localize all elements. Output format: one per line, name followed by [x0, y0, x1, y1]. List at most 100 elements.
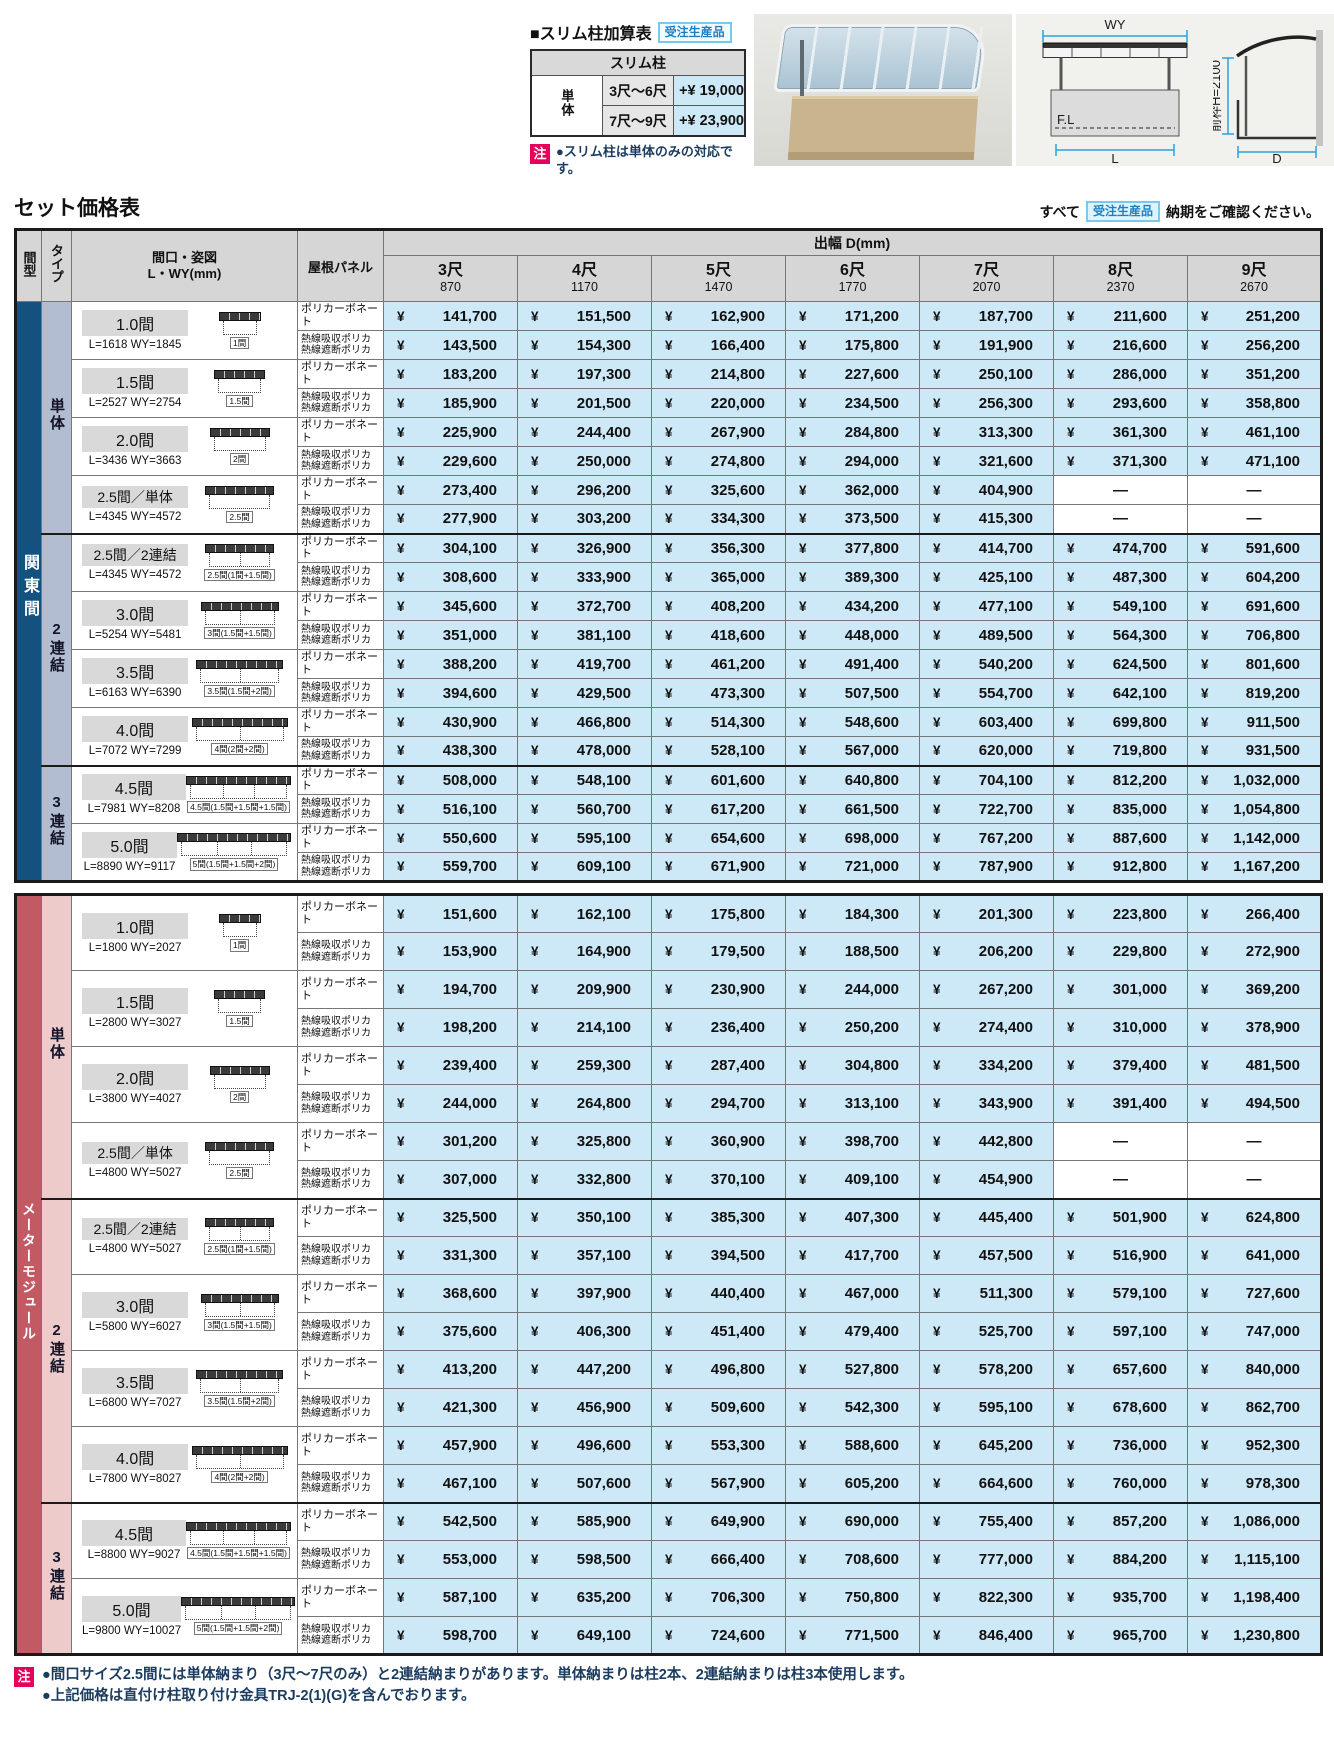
- price-amount: 597,100: [1112, 1323, 1167, 1340]
- yen-sign: ¥: [665, 743, 673, 759]
- sketch-body: [213, 1074, 266, 1089]
- price-amount: 162,900: [710, 307, 765, 325]
- price-cell-content: ¥479,400: [787, 1323, 919, 1340]
- price-cell-content: ¥251,200: [1189, 308, 1321, 325]
- sketch-roof: [218, 914, 261, 924]
- sketch-label: 1.5間: [226, 1014, 253, 1028]
- sketch-figure: [209, 427, 270, 451]
- price-amount: 229,600: [442, 452, 497, 470]
- size-dimensions: L=5800 WY=6027: [88, 1321, 182, 1333]
- pricing-title-row: セット価格表 すべて 受注生産品 納期をご確認ください。: [14, 192, 1320, 222]
- price-cell: ¥719,800: [1053, 736, 1188, 766]
- yen-sign: ¥: [1067, 1590, 1075, 1605]
- price-amount: 294,700: [710, 1095, 765, 1112]
- price-amount: 197,300: [576, 365, 631, 383]
- price-cell: ¥952,300: [1187, 1426, 1322, 1465]
- size-cell: 2.0間 L=3436 WY=3663 2間: [71, 417, 298, 476]
- sketch-body: [209, 1227, 271, 1242]
- yen-sign: ¥: [799, 743, 807, 759]
- size-sketch: 1.5間: [188, 989, 291, 1028]
- price-cell-content: ¥418,600: [653, 627, 785, 644]
- price-amount: 332,800: [576, 1170, 631, 1188]
- size-sketch: 1間: [188, 311, 291, 350]
- price-cell: ¥332,800: [517, 1160, 652, 1199]
- price-cell-content: ¥514,300: [653, 714, 785, 731]
- price-cell: ¥301,200: [383, 1122, 518, 1161]
- price-cell-content: ¥377,800: [787, 540, 919, 557]
- price-cell-content: ¥331,300: [385, 1247, 517, 1264]
- shaku-label: 6尺: [840, 262, 865, 280]
- price-cell-content: ¥542,500: [385, 1513, 517, 1530]
- header-madori: 間型: [15, 229, 42, 302]
- price-amount: 368,600: [442, 1285, 497, 1302]
- yen-sign: ¥: [799, 308, 807, 324]
- price-cell: ¥398,700: [785, 1122, 920, 1161]
- price-cell-content: ¥225,900: [385, 424, 517, 441]
- price-amount: 624,500: [1112, 655, 1167, 673]
- yen-sign: ¥: [1067, 1324, 1075, 1339]
- price-amount: 724,600: [710, 1626, 765, 1644]
- price-cell-content: ¥351,200: [1189, 366, 1321, 383]
- price-row-heat: 熱線吸収ポリカ 熱線遮断ポリカ ¥244,000 ¥264,800 ¥294,700 ¥…: [16, 1084, 1322, 1123]
- yen-sign: ¥: [933, 982, 941, 997]
- yen-sign: ¥: [1201, 1475, 1209, 1491]
- price-cell-content: ¥350,100: [519, 1209, 651, 1226]
- price-cell: ¥471,100: [1186, 446, 1323, 476]
- price-cell: ¥162,100: [517, 894, 652, 933]
- price-row-poly: 2連結 2.5間／2連結 L=4800 WY=5027 2.5間(1間+1.5間) ポリ…: [16, 1197, 1322, 1503]
- size-label: 4.0間: [82, 715, 189, 742]
- yen-sign: ¥: [1201, 1058, 1209, 1073]
- price-amount: 304,800: [844, 1057, 899, 1074]
- sketch-label: 2間: [229, 1090, 250, 1104]
- sketch-label: 1.5間: [226, 394, 253, 408]
- yen-sign: ¥: [933, 1627, 941, 1643]
- price-row-heat: 熱線吸収ポリカ 熱線遮断ポリカ ¥516,100 ¥560,700 ¥617,200 ¥…: [16, 794, 1323, 824]
- size-label: 2.0間: [82, 1064, 189, 1090]
- price-amount: 345,600: [442, 597, 497, 615]
- size-cell: 4.5間 L=8800 WY=9027 4.5間(1.5間+1.5間+1.5間): [71, 1501, 298, 1579]
- price-cell: ¥244,000: [383, 1084, 518, 1123]
- price-amount: 162,100: [576, 905, 631, 923]
- yen-sign: ¥: [1067, 830, 1075, 846]
- price-cell: —: [1053, 475, 1188, 505]
- price-cell: ¥370,100: [651, 1160, 786, 1199]
- yen-sign: ¥: [531, 453, 539, 469]
- price-amount: 722,700: [978, 800, 1033, 818]
- price-amount: 471,100: [1245, 452, 1301, 470]
- sketch-unit-divider: [222, 1531, 224, 1545]
- price-cell: ¥585,900: [517, 1501, 652, 1541]
- price-cell-content: ¥509,600: [653, 1399, 785, 1416]
- size-cell-content: 5.0間 L=8890 WY=9117 5間(1.5間+1.5間+2間): [82, 831, 291, 873]
- yen-sign: ¥: [665, 395, 673, 411]
- yen-sign: ¥: [665, 366, 673, 382]
- price-amount: 516,900: [1112, 1247, 1167, 1264]
- price-cell: ¥313,300: [919, 417, 1054, 447]
- price-amount: 704,100: [978, 771, 1033, 789]
- sketch-label: 4.5間(1.5間+1.5間+1.5間): [187, 1547, 290, 1560]
- price-cell-content: ¥334,300: [653, 510, 785, 527]
- yen-sign: ¥: [1201, 982, 1209, 997]
- panel-polycarbonate: ポリカーボネート: [297, 1046, 384, 1085]
- size-cell-left: 4.0間 L=7072 WY=7299: [82, 715, 189, 757]
- price-cell-content: ¥425,100: [921, 569, 1053, 586]
- size-cell: 5.0間 L=9800 WY=10027 5間(1.5間+1.5間+2間): [71, 1578, 298, 1655]
- yen-sign: ¥: [1067, 424, 1075, 440]
- panel-polycarbonate: ポリカーボネート: [297, 417, 384, 447]
- price-cell-content: ¥368,600: [385, 1285, 517, 1302]
- type-label: 2連結: [41, 1197, 72, 1503]
- price-cell: ¥624,500: [1053, 649, 1188, 679]
- header-col-6尺: 6尺 1770: [785, 255, 920, 302]
- yen-sign: ¥: [933, 511, 941, 527]
- size-cell-content: 5.0間 L=9800 WY=10027 5間(1.5間+1.5間+2間): [82, 1595, 296, 1637]
- size-cell-left: 2.5間／単体 L=4345 WY=4572: [82, 485, 189, 523]
- sketch-figure: [218, 914, 261, 938]
- yen-sign: ¥: [531, 1058, 539, 1073]
- price-cell-content: ¥214,800: [653, 366, 785, 383]
- yen-sign: ¥: [665, 308, 673, 324]
- price-cell-content: ¥397,900: [519, 1285, 651, 1302]
- price-cell-content: ¥635,200: [519, 1589, 651, 1606]
- size-cell-content: 4.0間 L=7800 WY=8027 4間(2間+2間): [82, 1443, 291, 1485]
- price-cell-content: ¥143,500: [385, 337, 517, 354]
- price-cell-content: ¥244,400: [519, 424, 651, 441]
- price-cell-content: ¥579,100: [1055, 1285, 1187, 1302]
